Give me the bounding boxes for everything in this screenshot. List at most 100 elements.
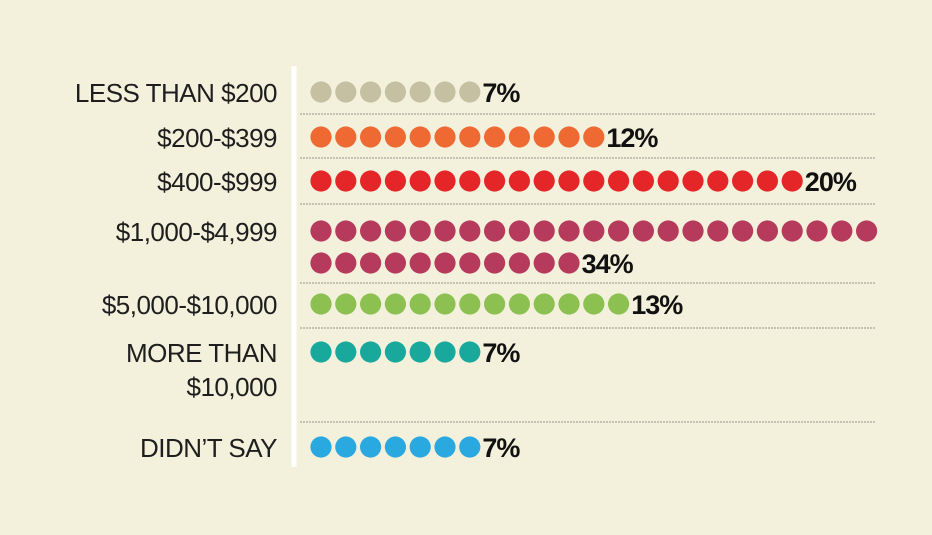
data-dot [360, 170, 382, 192]
data-dot [360, 81, 382, 103]
data-dot [335, 126, 357, 148]
data-dot [384, 436, 406, 458]
data-dot [508, 220, 530, 242]
data-dot [384, 170, 406, 192]
data-dot [831, 220, 853, 242]
data-dot [508, 170, 530, 192]
data-dot [707, 170, 729, 192]
data-dot [856, 220, 878, 242]
data-dot [310, 436, 332, 458]
category-label: LESS THAN $200 [75, 78, 277, 108]
bar-row: $200-$399 12% [157, 123, 659, 153]
data-dot [384, 252, 406, 274]
data-dot [732, 170, 754, 192]
data-dot [558, 170, 580, 192]
data-dot [459, 170, 481, 192]
data-dot [434, 436, 456, 458]
data-dot [558, 293, 580, 315]
data-dot [335, 170, 357, 192]
data-dot [484, 293, 506, 315]
data-dot [384, 220, 406, 242]
data-dot [781, 220, 803, 242]
data-dot [310, 341, 332, 363]
data-dot [583, 126, 605, 148]
data-dot [335, 341, 357, 363]
data-dot [682, 220, 704, 242]
data-dot [558, 220, 580, 242]
data-dot [608, 170, 630, 192]
bar-row: DIDN’T SAY 7% [140, 433, 521, 463]
data-dot [459, 252, 481, 274]
data-dot [484, 126, 506, 148]
data-dot [434, 293, 456, 315]
data-dot [360, 341, 382, 363]
data-dot [310, 81, 332, 103]
data-dot [558, 252, 580, 274]
bar-row: MORE THAN $10,000 7% [126, 338, 521, 402]
data-dot [310, 220, 332, 242]
data-dot [508, 126, 530, 148]
data-dot [335, 293, 357, 315]
data-dot [484, 170, 506, 192]
category-label: $1,000-$4,999 [116, 217, 277, 247]
data-dot [632, 220, 655, 242]
data-dot [608, 220, 630, 242]
data-dot [484, 252, 506, 274]
data-dot [360, 220, 382, 242]
data-dot [583, 170, 605, 192]
data-dot [409, 220, 431, 242]
data-dot [459, 341, 481, 363]
bar-row: $1,000-$4,999 34% [116, 217, 878, 279]
data-dot [434, 220, 456, 242]
data-dot [434, 252, 456, 274]
data-dot [508, 252, 530, 274]
data-dot [459, 220, 481, 242]
data-dot [756, 220, 779, 242]
data-dot [459, 126, 481, 148]
data-dot [434, 126, 456, 148]
value-label: 34% [582, 249, 634, 279]
category-label: $5,000-$10,000 [102, 290, 277, 320]
data-dot [360, 252, 382, 274]
value-label: 13% [631, 290, 683, 320]
data-dot [409, 126, 431, 148]
data-dot [484, 220, 506, 242]
data-dot [583, 293, 605, 315]
category-label: DIDN’T SAY [140, 433, 277, 463]
data-dot [434, 81, 456, 103]
data-dot [558, 126, 580, 148]
data-dot [434, 170, 456, 192]
data-dot [756, 170, 779, 192]
data-dot [459, 436, 481, 458]
value-label: 7% [482, 78, 520, 108]
data-dot [732, 220, 754, 242]
category-label: MORE THAN [126, 338, 277, 368]
data-dot [409, 81, 431, 103]
data-dot [335, 220, 357, 242]
data-dot [707, 220, 729, 242]
data-dot [533, 220, 555, 242]
data-dot [360, 293, 382, 315]
data-dot [533, 293, 555, 315]
data-dot [533, 252, 555, 274]
data-dot [608, 293, 630, 315]
category-label: $400-$999 [157, 167, 277, 197]
data-dot [335, 436, 357, 458]
data-dot [657, 170, 679, 192]
data-dot [310, 293, 332, 315]
data-dot [360, 126, 382, 148]
data-dot [409, 252, 431, 274]
data-dot [310, 126, 332, 148]
data-dot [459, 81, 481, 103]
data-dot [335, 81, 357, 103]
data-dot [682, 170, 704, 192]
data-dot [384, 293, 406, 315]
data-dot [508, 293, 530, 315]
bar-row: $5,000-$10,000 13% [102, 290, 684, 320]
data-dot [533, 126, 555, 148]
category-label: $10,000 [187, 372, 278, 402]
data-dot [409, 436, 431, 458]
data-dot [384, 341, 406, 363]
data-dot [583, 220, 605, 242]
